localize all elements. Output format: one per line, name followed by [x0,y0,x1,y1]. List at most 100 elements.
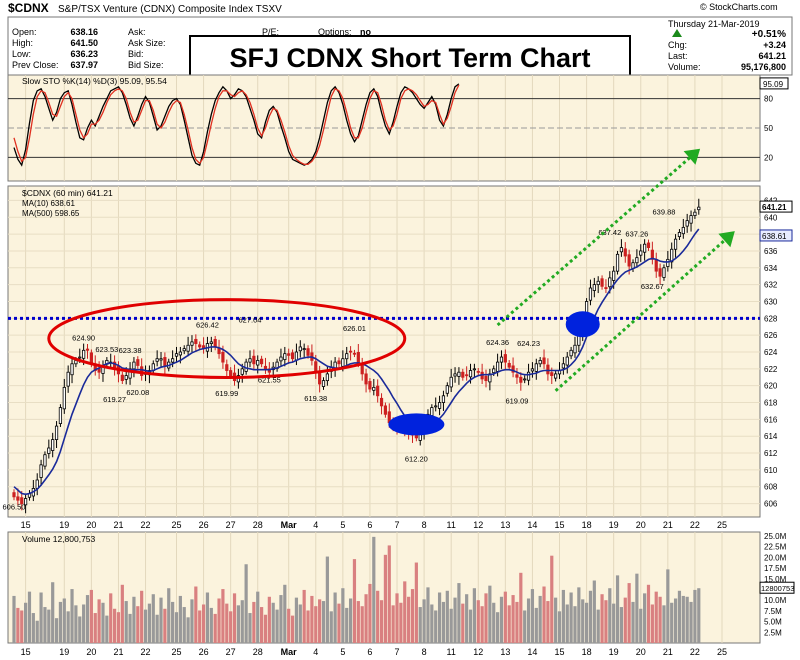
candle-body [604,287,608,289]
x-tick-label: 27 [226,520,236,530]
volume-bar [472,588,476,643]
price-annotation: 619.38 [304,394,327,403]
volume-bar [128,613,132,643]
candle-body [51,439,55,451]
volume-bar [54,618,59,643]
sto-tick-label: 50 [764,124,773,133]
x-tick-label: 5 [340,520,345,530]
candle-body [341,358,345,367]
volume-bar [434,610,438,643]
volume-bar [615,575,620,643]
volume-bar [287,608,291,643]
volume-bar [298,604,302,643]
volume-bar [294,597,299,643]
volume-bar [468,609,473,643]
volume-bar [689,601,693,643]
candle-body [600,278,604,287]
volume-bar [666,569,670,643]
quote-right-value: +3.24 [763,40,786,50]
volume-bar [171,601,175,643]
volume-bar [70,589,74,643]
candle-body [449,376,453,388]
x-tick-label: 21 [663,520,673,530]
volume-bar [24,602,28,643]
x-tick-label: 27 [226,647,236,657]
up-arrow-icon [672,29,682,37]
candle-body [693,211,697,216]
candle-body [383,405,388,415]
x-tick-label: 25 [171,520,181,530]
candle-body [352,352,357,355]
candle-body [314,361,318,373]
candle-body [345,353,349,360]
price-tick-label: 636 [764,247,778,256]
x-tick-label: 13 [500,647,510,657]
breakout-highlight-circle [565,311,600,338]
candle-body [503,354,507,363]
volume-bar [302,589,306,643]
volume-bar [329,611,333,643]
candle-body [496,361,500,372]
volume-bar [685,596,689,643]
volume-bar [209,607,213,643]
volume-bar [124,601,128,643]
volume-bar [461,603,465,643]
volume-bar [248,613,252,643]
candle-body [225,364,229,371]
volume-bar [279,595,283,643]
book-label: Bid Size: [128,60,164,70]
volume-bar [639,608,643,643]
quote-right-label: Volume: [668,62,701,72]
channel-line [554,238,727,392]
volume-bar [523,610,527,643]
resistance-ellipse [47,298,407,379]
candle-body [623,248,627,257]
volume-bar [445,590,449,643]
candle-body [132,361,136,370]
x-tick-label: 25 [717,520,727,530]
candle-body [434,405,438,408]
volume-bar [677,590,682,643]
volume-bar [260,607,264,643]
quote-right-label: Chg: [668,40,687,50]
volume-bar [612,603,616,643]
price-tick-label: 618 [764,399,778,408]
x-tick-label: 7 [395,520,400,530]
volume-bar [82,604,86,643]
volume-bar [240,600,244,643]
volume-bar [267,596,271,643]
candle-body [499,356,504,363]
last-price-label: 641.21 [762,203,787,212]
candle-body [190,341,194,346]
volume-bar [465,594,469,643]
volume-bar [47,609,51,643]
volume-last-label: 12800753 [761,584,794,593]
volume-bar [546,601,550,643]
candle-body [24,498,28,506]
volume-bar [410,589,415,643]
volume-bar [283,584,287,643]
volume-bar [488,585,492,643]
volume-bar [662,605,666,643]
candle-body [445,385,449,394]
price-tick-label: 616 [764,415,778,424]
volume-bar [62,598,66,643]
candle-body [372,386,376,391]
volume-bar [608,588,612,643]
volume-bar [681,595,685,643]
candle-body [441,395,446,403]
candle-body [186,344,190,352]
book-label: Bid: [128,49,144,59]
quote-right-label: Last: [668,51,688,61]
candle-body [437,402,442,409]
x-tick-label: 5 [340,647,345,657]
price-annotation: 626.01 [343,324,366,333]
price-annotation: 606.50 [3,502,26,511]
pe-label: P/E: [262,27,279,37]
volume-bar [492,602,496,643]
volume-bar [395,593,399,643]
candle-body [596,280,600,286]
candle-body [465,374,469,377]
price-tick-label: 610 [764,466,778,475]
candle-body [515,374,519,378]
